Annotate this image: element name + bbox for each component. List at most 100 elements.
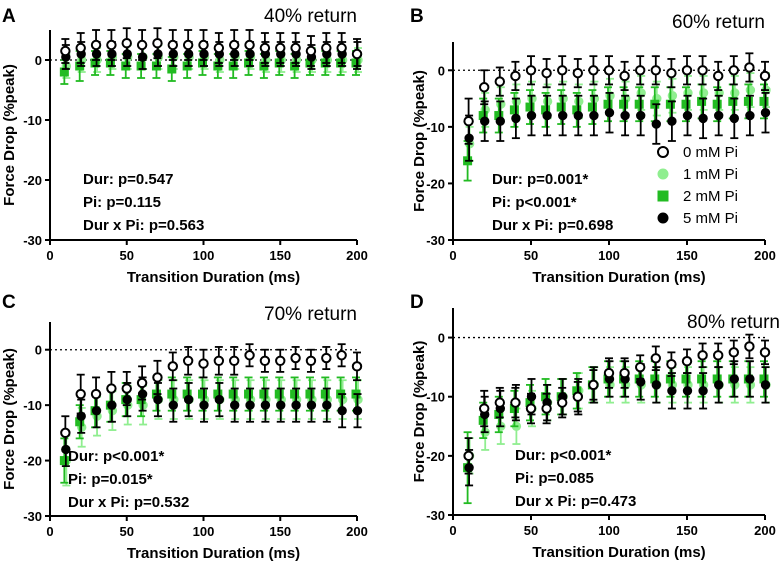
data-point (152, 38, 163, 49)
data-point (572, 67, 583, 79)
legend-label: 5 mM Pi (683, 210, 738, 227)
data-point (167, 64, 177, 74)
data-point (244, 389, 254, 399)
data-point (526, 110, 537, 121)
data-point (603, 367, 615, 379)
data-point (635, 361, 646, 373)
stat-annotation: Pi: p=0.085 (515, 470, 594, 487)
x-tick-label: 100 (193, 524, 215, 539)
data-point (305, 355, 317, 366)
data-point (494, 76, 505, 87)
data-point (682, 386, 693, 396)
series-5mM (464, 360, 771, 487)
data-point (620, 110, 630, 121)
panel-letter: C (2, 292, 16, 313)
data-point (291, 400, 301, 410)
data-point (479, 403, 490, 414)
data-point (351, 48, 363, 60)
stat-annotation: Dur x Pi: p=0.473 (515, 493, 636, 510)
data-point (336, 350, 347, 361)
legend: 0 mM Pi 1 mM Pi 2 mM Pi 5 mM Pi (657, 144, 738, 227)
data-point (105, 58, 115, 68)
data-point (198, 58, 207, 68)
data-point (75, 42, 86, 54)
data-point (260, 400, 271, 410)
stat-annotation: Dur x Pi: p=0.563 (83, 217, 204, 234)
data-point (713, 350, 724, 361)
data-point (199, 400, 209, 410)
y-axis-label: Force Drop (%peak) (1, 64, 18, 206)
y-tick-label: -10 (23, 113, 42, 128)
data-point (214, 394, 225, 405)
y-tick-label: -10 (23, 398, 42, 413)
data-point (198, 39, 209, 51)
x-axis-label: Transition Duration (ms) (127, 545, 300, 562)
legend-marker (657, 190, 669, 202)
data-point (463, 450, 474, 462)
data-point (759, 347, 771, 358)
data-point (322, 400, 332, 410)
data-point (525, 65, 537, 76)
panel-title: 80% return (687, 312, 780, 333)
data-point (305, 389, 315, 399)
data-point (667, 91, 678, 101)
data-point (730, 88, 740, 98)
x-tick-label: 100 (598, 248, 620, 263)
data-point (337, 405, 347, 416)
x-tick-label: 200 (346, 248, 368, 263)
x-tick-label: 0 (449, 248, 456, 263)
data-point (573, 110, 583, 121)
data-point (743, 96, 753, 106)
stat-annotation: Pi: p<0.001* (492, 194, 577, 211)
y-tick-label: -30 (426, 233, 445, 248)
data-point (167, 39, 179, 51)
data-point (667, 116, 677, 126)
data-point (290, 389, 300, 399)
data-point (90, 39, 102, 51)
data-point (198, 389, 207, 399)
data-point (728, 347, 739, 358)
data-point (90, 388, 102, 400)
y-axis-label: Force Drop (%peak) (411, 341, 428, 483)
data-point (525, 403, 537, 414)
data-point (213, 355, 225, 366)
y-tick-label: -30 (23, 509, 42, 524)
data-point (136, 61, 146, 71)
legend-label: 1 mM Pi (683, 166, 738, 183)
data-point (587, 102, 597, 112)
data-point (198, 358, 209, 369)
panel-letter: A (2, 6, 16, 27)
panel-letter: D (410, 292, 424, 313)
y-tick-label: -20 (23, 454, 42, 469)
data-point (541, 67, 552, 79)
data-point (651, 380, 661, 390)
data-point (168, 400, 179, 410)
x-tick-label: 150 (269, 524, 291, 539)
data-point (352, 405, 363, 416)
x-tick-label: 0 (449, 523, 456, 538)
data-point (106, 39, 117, 51)
panel-a: A 40% return 0 -10 -20 -30 0 50 100 150 200 Transit… (1, 6, 368, 286)
y-tick-label: -20 (23, 173, 42, 188)
data-point (136, 377, 148, 389)
legend-marker (657, 212, 669, 224)
data-point (182, 39, 194, 51)
data-point (495, 116, 505, 126)
series-1mM (464, 366, 771, 475)
data-point (589, 110, 599, 121)
data-point (557, 397, 568, 408)
series-5mM (464, 92, 771, 162)
y-tick-label: -30 (23, 233, 42, 248)
series-2mM (59, 376, 361, 484)
data-point (698, 88, 709, 98)
data-point (463, 116, 474, 127)
data-point (604, 108, 615, 118)
data-point (588, 379, 599, 391)
data-point (275, 42, 286, 54)
series-0mM (463, 333, 771, 475)
data-point (167, 361, 179, 372)
data-point (667, 386, 677, 396)
data-point (321, 352, 332, 364)
data-point (681, 356, 693, 367)
data-point (152, 372, 163, 383)
